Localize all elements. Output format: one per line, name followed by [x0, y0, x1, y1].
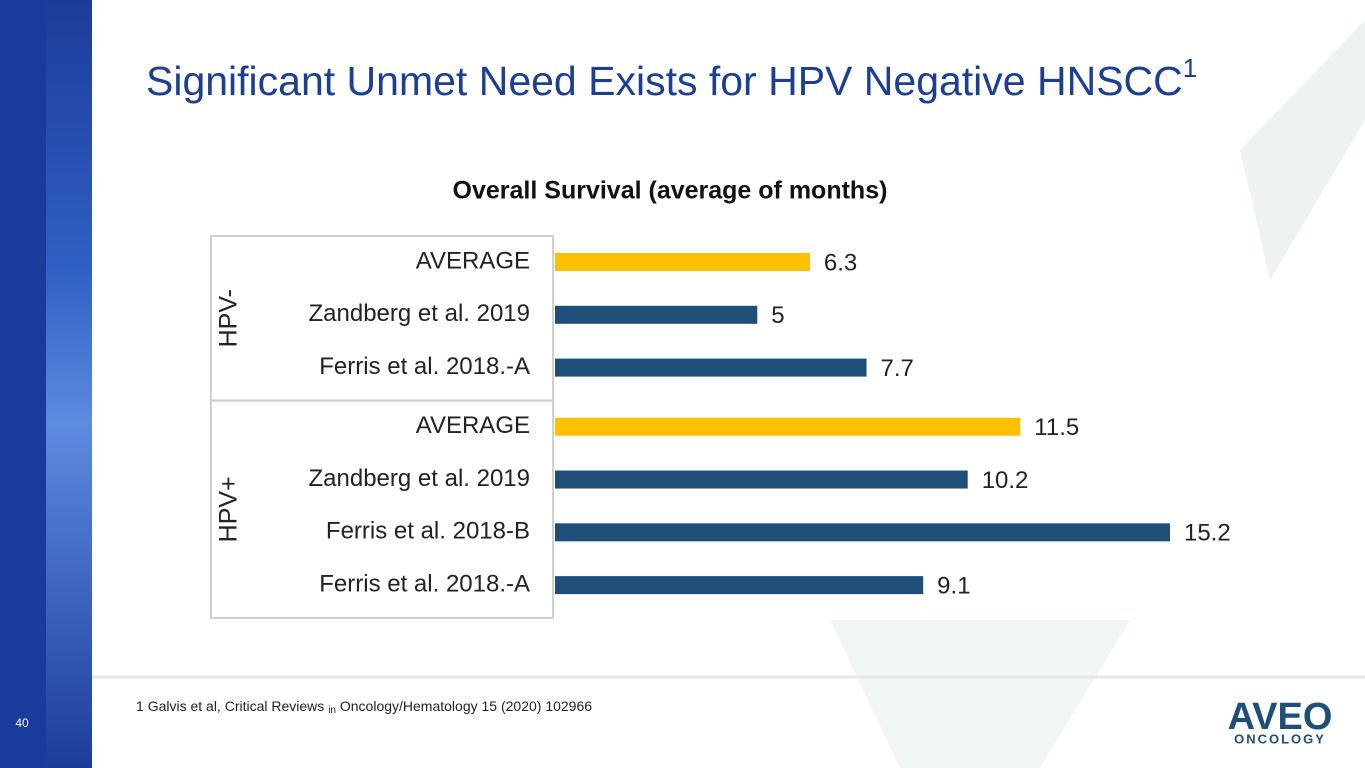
page-number: 40 [15, 716, 29, 730]
bar [555, 576, 924, 595]
side-strip [0, 0, 46, 768]
category-label: Ferris et al. 2018-B [326, 518, 530, 545]
group-label: HPV+ [215, 476, 243, 542]
watermark [1240, 20, 1365, 280]
value-label: 5 [771, 302, 784, 329]
category-label: Zandberg et al. 2019 [309, 300, 531, 327]
value-label: 10.2 [982, 467, 1029, 494]
footnote-small: in [328, 705, 336, 716]
footnote-text: Galvis et al, Critical Reviews [148, 698, 325, 714]
category-label: AVERAGE [416, 247, 530, 274]
footnote-number: 1 [136, 698, 144, 714]
footnote: 1 Galvis et al, Critical Reviews in Onco… [136, 698, 592, 717]
category-label: Ferris et al. 2018.-A [319, 570, 530, 597]
value-label: 11.5 [1034, 414, 1079, 441]
logo-name: AVEO [1228, 696, 1333, 738]
value-label: 15.2 [1184, 520, 1231, 547]
side-image [46, 0, 92, 768]
group-box [210, 399, 554, 619]
title-text: Significant Unmet Need Exists for HPV Ne… [146, 58, 1183, 104]
bar [555, 417, 1021, 436]
category-label: Ferris et al. 2018.-A [319, 353, 530, 380]
watermark [830, 620, 1130, 768]
category-label: Zandberg et al. 2019 [309, 465, 531, 492]
chart-title: Overall Survival (average of months) [453, 177, 888, 205]
title-superscript: 1 [1183, 53, 1197, 83]
value-label: 6.3 [824, 249, 857, 276]
logo-subtitle: ONCOLOGY [1234, 731, 1326, 746]
bar [555, 358, 867, 377]
bar [555, 305, 758, 324]
value-label: 7.7 [881, 355, 914, 382]
bar [555, 470, 968, 489]
category-label: AVERAGE [416, 412, 530, 439]
value-label: 9.1 [937, 572, 970, 599]
group-label: HPV- [215, 289, 243, 347]
slide-title: Significant Unmet Need Exists for HPV Ne… [146, 53, 1197, 104]
bar [555, 253, 810, 271]
bar [555, 523, 1170, 542]
footnote-text: Oncology/Hematology 15 (2020) 102966 [340, 698, 592, 714]
